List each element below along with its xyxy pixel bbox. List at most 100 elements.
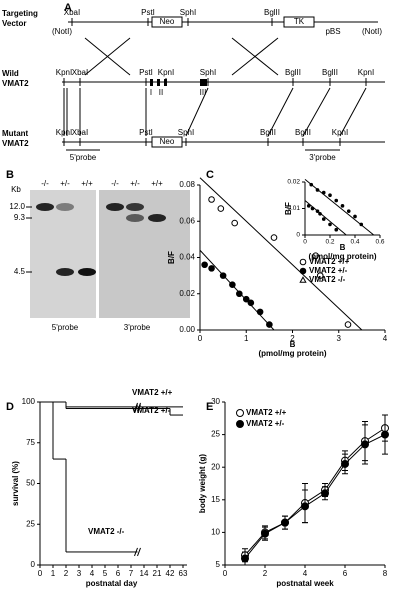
y-tick-label: 25 — [26, 519, 35, 528]
row-label: Targeting — [2, 9, 38, 18]
y-tick-label: 20 — [211, 462, 220, 471]
legend-marker — [299, 258, 307, 266]
panel-label: B — [6, 169, 14, 181]
y-tick-label: 0.01 — [287, 205, 300, 212]
legend-marker — [299, 267, 307, 275]
x-tick-label: 4 — [383, 334, 388, 343]
marker — [261, 529, 269, 538]
series-label: VMAT2 +/- — [132, 406, 171, 415]
probe-label: 3'probe — [309, 153, 336, 162]
marker — [201, 261, 208, 269]
marker — [217, 205, 225, 212]
marker — [306, 204, 311, 208]
site-label: SphI — [178, 128, 194, 137]
gel-band — [126, 203, 144, 211]
x-tick-label: 0 — [38, 569, 43, 578]
cassette-label: Neo — [160, 137, 175, 146]
gel-band — [36, 203, 54, 211]
y-axis-title: B/F — [167, 251, 176, 264]
site-label: KpnI — [158, 68, 174, 77]
crossover — [84, 37, 131, 76]
legend-label: VMAT2 +/- — [309, 266, 348, 275]
cassette — [283, 16, 315, 28]
site-label: PstI — [139, 128, 153, 137]
y-tick-label: 0.00 — [179, 325, 195, 334]
x-tick-label: 8 — [383, 569, 388, 578]
marker — [346, 209, 351, 213]
end-label: (NotI) — [52, 27, 72, 36]
marker — [361, 440, 369, 449]
x-axis-title: B — [340, 243, 346, 252]
lane-label: +/- — [60, 179, 70, 188]
x-tick-label: 14 — [140, 569, 149, 578]
lane-label: +/- — [130, 179, 140, 188]
exon — [150, 79, 153, 86]
x-tick-label: 0.6 — [375, 239, 384, 246]
legend-marker — [236, 409, 244, 417]
site-label: XbaI — [64, 8, 80, 17]
y-tick-label: 5 — [216, 560, 221, 569]
connector — [339, 87, 367, 137]
cassette — [151, 16, 183, 28]
site-label: XbaI — [72, 128, 88, 137]
axis-break — [134, 547, 141, 557]
marker — [301, 502, 309, 511]
site-label: SphI — [180, 8, 196, 17]
x-tick-label: 0.2 — [325, 239, 334, 246]
marker — [208, 196, 215, 203]
end-label: (NotI) — [362, 27, 382, 36]
legend-label: VMAT2 +/+ — [246, 408, 287, 417]
y-tick-label: 0.02 — [179, 289, 195, 298]
x-tick-label: 42 — [166, 569, 175, 578]
cassette-label: Neo — [160, 17, 175, 26]
site-label: BglII — [295, 128, 311, 137]
marker — [321, 489, 329, 498]
exon — [157, 79, 160, 86]
x-axis-title: postnatal day — [86, 579, 138, 588]
marker — [312, 252, 319, 259]
x-tick-label: 7 — [129, 569, 134, 578]
probe-label: 5'probe — [70, 153, 97, 162]
row-label: Mutant — [2, 129, 29, 138]
size-marker-label: 9.3 — [14, 213, 26, 222]
marker — [341, 459, 349, 468]
marker — [256, 308, 264, 316]
x-tick-label: 1 — [51, 569, 56, 578]
legend-marker — [299, 276, 307, 283]
gel-band — [56, 268, 74, 276]
x-tick-label: 2 — [290, 334, 295, 343]
exon-label: I — [150, 88, 152, 97]
marker — [315, 188, 320, 192]
y-tick-label: 75 — [26, 438, 35, 447]
y-tick-label: 50 — [26, 479, 35, 488]
probe-label: 5'probe — [52, 323, 79, 332]
gel-band — [78, 268, 96, 276]
marker — [381, 430, 389, 439]
site-label: PstI — [141, 8, 155, 17]
cassette-label: TK — [294, 17, 305, 26]
x-tick-label: 0 — [198, 334, 203, 343]
marker — [328, 193, 332, 198]
panel-label: A — [64, 2, 72, 14]
gel-band — [106, 203, 124, 211]
marker — [353, 214, 357, 219]
x-tick-label: 3 — [337, 334, 342, 343]
fit-line — [304, 178, 375, 236]
legend-marker — [236, 420, 244, 428]
marker — [309, 182, 314, 187]
gel-band — [56, 203, 74, 211]
connector — [267, 87, 294, 137]
exon-label: III — [200, 88, 207, 97]
y-axis-title: survival (%) — [11, 461, 20, 506]
y-tick-label: 0.06 — [179, 216, 195, 225]
x-axis-unit: (pmol/mg protein) — [259, 349, 327, 358]
site-label: SphI — [200, 68, 216, 77]
x-tick-label: 4 — [303, 569, 308, 578]
x-tick-label: 0 — [223, 569, 228, 578]
site-label: KpnI — [56, 68, 72, 77]
lane-label: +/+ — [81, 179, 93, 188]
x-tick-label: 1 — [244, 334, 249, 343]
site-label: KpnI — [332, 128, 348, 137]
marker — [236, 290, 243, 298]
